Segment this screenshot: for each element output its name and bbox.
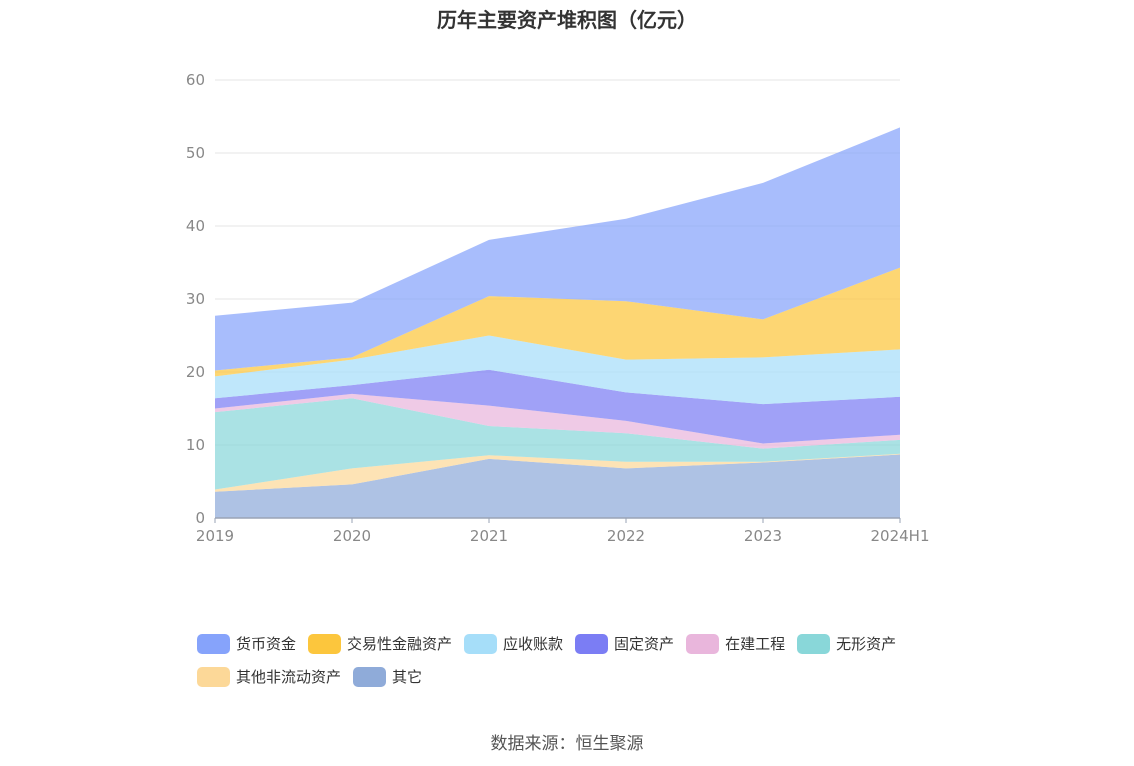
area-series-在建工程[interactable] [215,393,900,449]
x-tick-label: 2020 [333,527,371,545]
area-series-无形资产[interactable] [215,398,900,490]
legend-label: 无形资产 [836,635,897,653]
legend-label: 固定资产 [614,635,675,653]
legend-item[interactable]: 在建工程 [686,632,785,655]
legend-item[interactable]: 交易性金融资产 [308,632,452,655]
x-tick-label: 2024H1 [871,527,930,545]
legend-swatch [686,633,720,654]
legend-swatch [353,666,387,687]
legend-item[interactable]: 应收账款 [464,632,563,655]
y-tick-label: 10 [186,436,205,454]
legend-item[interactable]: 无形资产 [797,632,896,655]
y-tick-label: 40 [186,217,205,235]
legend-item[interactable]: 其它 [353,665,422,688]
legend-label: 其它 [392,668,423,686]
area-series-其它[interactable] [215,454,900,519]
y-tick-label: 30 [186,290,205,308]
legend-swatch [464,633,498,654]
x-tick-label: 2019 [196,527,234,545]
chart-title: 历年主要资产堆积图（亿元） [437,8,697,32]
area-series-应收账款[interactable] [215,335,900,405]
stacked-area-chart: 0 10 20 30 40 50 60 2019 2020 2021 2022 2023 2024H1 [186,71,930,545]
legend-swatch [575,633,609,654]
x-tick-label: 2021 [470,527,508,545]
y-tick-label: 60 [186,71,205,89]
y-tick-label: 0 [195,509,205,527]
legend: 货币资金 交易性金融资产 应收账款 固定资产 在建工程 无形资产其他非流动资产 其它 [197,632,977,698]
area-series-交易性金融资产[interactable] [215,267,900,377]
y-tick-label: 50 [186,144,205,162]
source-note: 数据来源：恒生聚源 [490,734,644,754]
legend-label: 其他非流动资产 [236,668,342,686]
axes: 0 10 20 30 40 50 60 2019 2020 2021 2022 2023 2024H1 [186,71,930,545]
legend-label: 应收账款 [503,635,564,653]
legend-swatch [197,633,230,654]
legend-label: 货币资金 [236,635,297,653]
legend-swatch [197,666,230,687]
legend-label: 在建工程 [725,635,786,653]
area-series-其他非流动资产[interactable] [215,453,900,492]
legend-swatch [797,633,831,654]
area-series-固定资产[interactable] [215,369,900,444]
y-tick-label: 20 [186,363,205,381]
legend-item[interactable]: 货币资金 [197,632,296,655]
legend-item[interactable]: 其他非流动资产 [197,665,341,688]
legend-label: 交易性金融资产 [347,635,453,653]
legend-swatch [308,633,342,654]
area-series [215,127,900,518]
area-series-货币资金[interactable] [215,127,900,371]
x-tick-label: 2022 [607,527,645,545]
legend-item[interactable]: 固定资产 [575,632,674,655]
x-tick-label: 2023 [744,527,782,545]
